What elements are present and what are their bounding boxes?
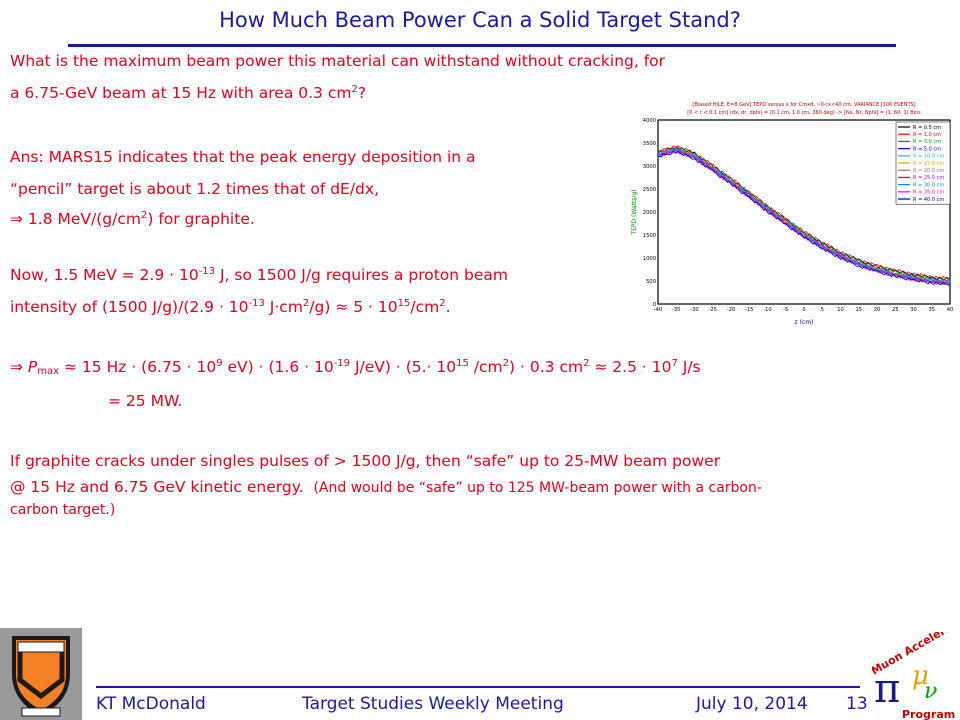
answer-line-3: ⇒ 1.8 MeV/(g/cm2) for graphite.: [10, 210, 255, 228]
slide-title: How Much Beam Power Can a Solid Target S…: [219, 8, 741, 32]
x-tick-label: -25: [709, 307, 717, 313]
footer-date: July 10, 2014: [696, 694, 808, 714]
answer-line-1: Ans: MARS15 indicates that the peak ener…: [10, 148, 476, 166]
x-tick-label: 25: [892, 307, 899, 313]
legend-entry: R = 1.0 cm: [913, 132, 941, 138]
y-tick-label: 0: [653, 302, 656, 308]
x-tick-label: -35: [672, 307, 680, 313]
princeton-shield-logo: [0, 628, 82, 720]
legend-entry: R = 3.0 cm: [913, 139, 941, 145]
chart-title: [Biased HILE, E=8 GeV] TEPD versus x for…: [692, 102, 915, 108]
conclusion-line-3: carbon target.): [10, 502, 116, 518]
conclusion-line-1: If graphite cracks under singles pulses …: [10, 452, 721, 470]
y-tick-label: 2000: [643, 210, 656, 216]
x-tick-label: 15: [855, 307, 862, 313]
footer-page-number: 13: [846, 694, 868, 714]
legend-entry: R = 30.0 cm: [913, 182, 944, 188]
footer-author: KT McDonald: [96, 694, 206, 714]
legend-entry: R = 40.0 cm: [913, 197, 944, 203]
series-line: [657, 147, 951, 284]
y-tick-label: 500: [646, 279, 656, 285]
svg-text:π: π: [874, 666, 900, 712]
x-tick-label: -15: [745, 307, 753, 313]
chart-legend: R = 0.5 cmR = 1.0 cmR = 3.0 cmR = 5.0 cm…: [895, 121, 951, 205]
y-tick-label: 3500: [643, 141, 656, 147]
x-tick-label: -40: [654, 307, 662, 313]
x-tick-label: -20: [727, 307, 735, 313]
pmax-result: = 25 MW.: [108, 392, 183, 410]
y-tick-label: 1000: [643, 256, 656, 262]
legend-entry: R = 25.0 cm: [913, 175, 944, 181]
chart-subtitle: [0 < r < 0.1 cm] (dx, dr, dphi) = (0.1 c…: [687, 110, 921, 116]
muon-accelerator-program-logo: Muon Accelerator π μ ν Program: [869, 611, 960, 720]
footer-meeting: Target Studies Weekly Meeting: [302, 694, 564, 714]
now-line-1: Now, 1.5 MeV = 2.9 · 10-13 J, so 1500 J/…: [10, 266, 508, 284]
title-underline: [68, 44, 896, 47]
y-tick-label: 3000: [643, 164, 656, 170]
series-line: [657, 150, 951, 286]
chart-ylabel: TEPD (Watts/g): [631, 189, 638, 235]
legend-entry: R = 20.0 cm: [913, 168, 944, 174]
x-tick-label: 10: [837, 307, 844, 313]
svg-text:ν: ν: [924, 679, 937, 704]
question-line-2: a 6.75-GeV beam at 15 Hz with area 0.3 c…: [10, 84, 367, 102]
pmax-equation: ⇒ Pmax ≈ 15 Hz · (6.75 · 109 eV) · (1.6 …: [10, 358, 701, 377]
now-line-2: intensity of (1500 J/g)/(2.9 · 10-13 J·c…: [10, 298, 451, 316]
series-line: [657, 148, 951, 285]
legend-entry: R = 10.0 cm: [913, 154, 944, 160]
conclusion-line-2: @ 15 Hz and 6.75 GeV kinetic energy. (An…: [10, 478, 762, 496]
x-tick-label: 0: [802, 307, 805, 313]
y-tick-label: 2500: [643, 187, 656, 193]
legend-entry: R = 15.0 cm: [913, 161, 944, 167]
svg-text:Program: Program: [902, 708, 955, 720]
svg-text:μ: μ: [912, 661, 929, 691]
x-tick-label: -30: [690, 307, 698, 313]
x-tick-label: 40: [947, 307, 954, 313]
legend-entry: R = 35.0 cm: [913, 190, 944, 196]
x-tick-label: -5: [783, 307, 788, 313]
y-tick-label: 4000: [643, 118, 656, 124]
x-tick-label: 35: [928, 307, 935, 313]
y-tick-label: 1500: [643, 233, 656, 239]
x-tick-label: 20: [874, 307, 881, 313]
footer-rule: [96, 686, 860, 688]
x-tick-label: -10: [763, 307, 771, 313]
energy-deposition-chart: [Biased HILE, E=8 GeV] TEPD versus x for…: [631, 102, 954, 326]
x-tick-label: 30: [910, 307, 917, 313]
legend-entry: R = 5.0 cm: [913, 146, 941, 152]
question-line-1: What is the maximum beam power this mate…: [10, 52, 666, 70]
chart-series: [657, 145, 951, 286]
chart-xlabel: z (cm): [795, 319, 814, 326]
answer-line-2: “pencil” target is about 1.2 times that …: [10, 180, 379, 198]
legend-entry: R = 0.5 cm: [913, 125, 941, 131]
x-tick-label: 5: [821, 307, 824, 313]
